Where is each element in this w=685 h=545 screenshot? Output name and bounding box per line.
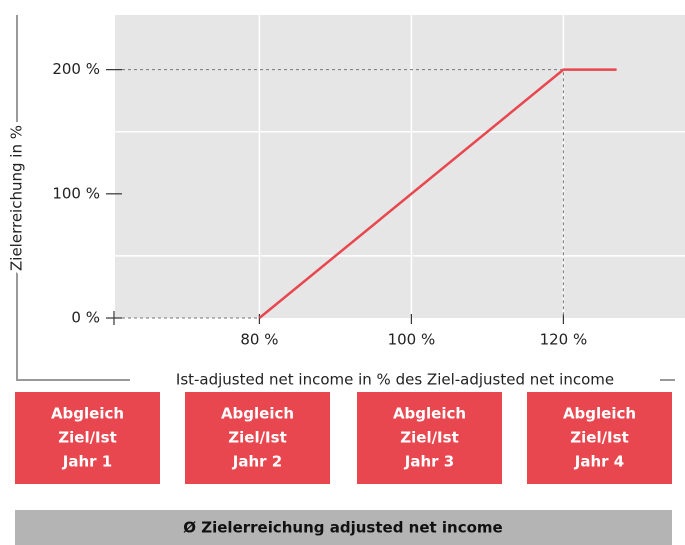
box-text: Abgleich <box>393 405 466 423</box>
box-text: Ziel/Ist <box>570 429 629 447</box>
box-text: Ziel/Ist <box>400 429 459 447</box>
box-text: Jahr 4 <box>574 453 624 471</box>
y-tick-label: 100 % <box>52 184 100 202</box>
box <box>15 392 160 484</box>
axis-bracket <box>16 15 675 381</box>
guide-line <box>122 69 564 318</box>
plot-area <box>115 15 685 318</box>
box-text: Jahr 3 <box>404 453 454 471</box>
y-tick-label: 200 % <box>52 60 100 78</box>
x-tick-label: 80 % <box>240 331 278 349</box>
footer-text: Ø Zielerreichung adjusted net income <box>183 519 502 537</box>
y-tick-label: 0 % <box>71 309 100 327</box>
box-text: Ziel/Ist <box>228 429 287 447</box>
box-text: Jahr 1 <box>62 453 112 471</box>
x-tick-label: 120 % <box>540 331 588 349</box>
box <box>185 392 330 484</box>
footer-bar <box>15 510 672 545</box>
x-tick-label: 100 % <box>388 331 436 349</box>
box-text: Abgleich <box>563 405 636 423</box>
x-axis-label: Ist-adjusted net income in % des Ziel-ad… <box>176 371 614 389</box>
box-text: Ziel/Ist <box>58 429 117 447</box>
box <box>527 392 672 484</box>
box <box>357 392 502 484</box>
box-text: Jahr 2 <box>232 453 282 471</box>
box-text: Abgleich <box>221 405 294 423</box>
data-line <box>258 68 617 319</box>
box-text: Abgleich <box>51 405 124 423</box>
y-axis-label: Zielerreichung in % <box>8 125 26 271</box>
